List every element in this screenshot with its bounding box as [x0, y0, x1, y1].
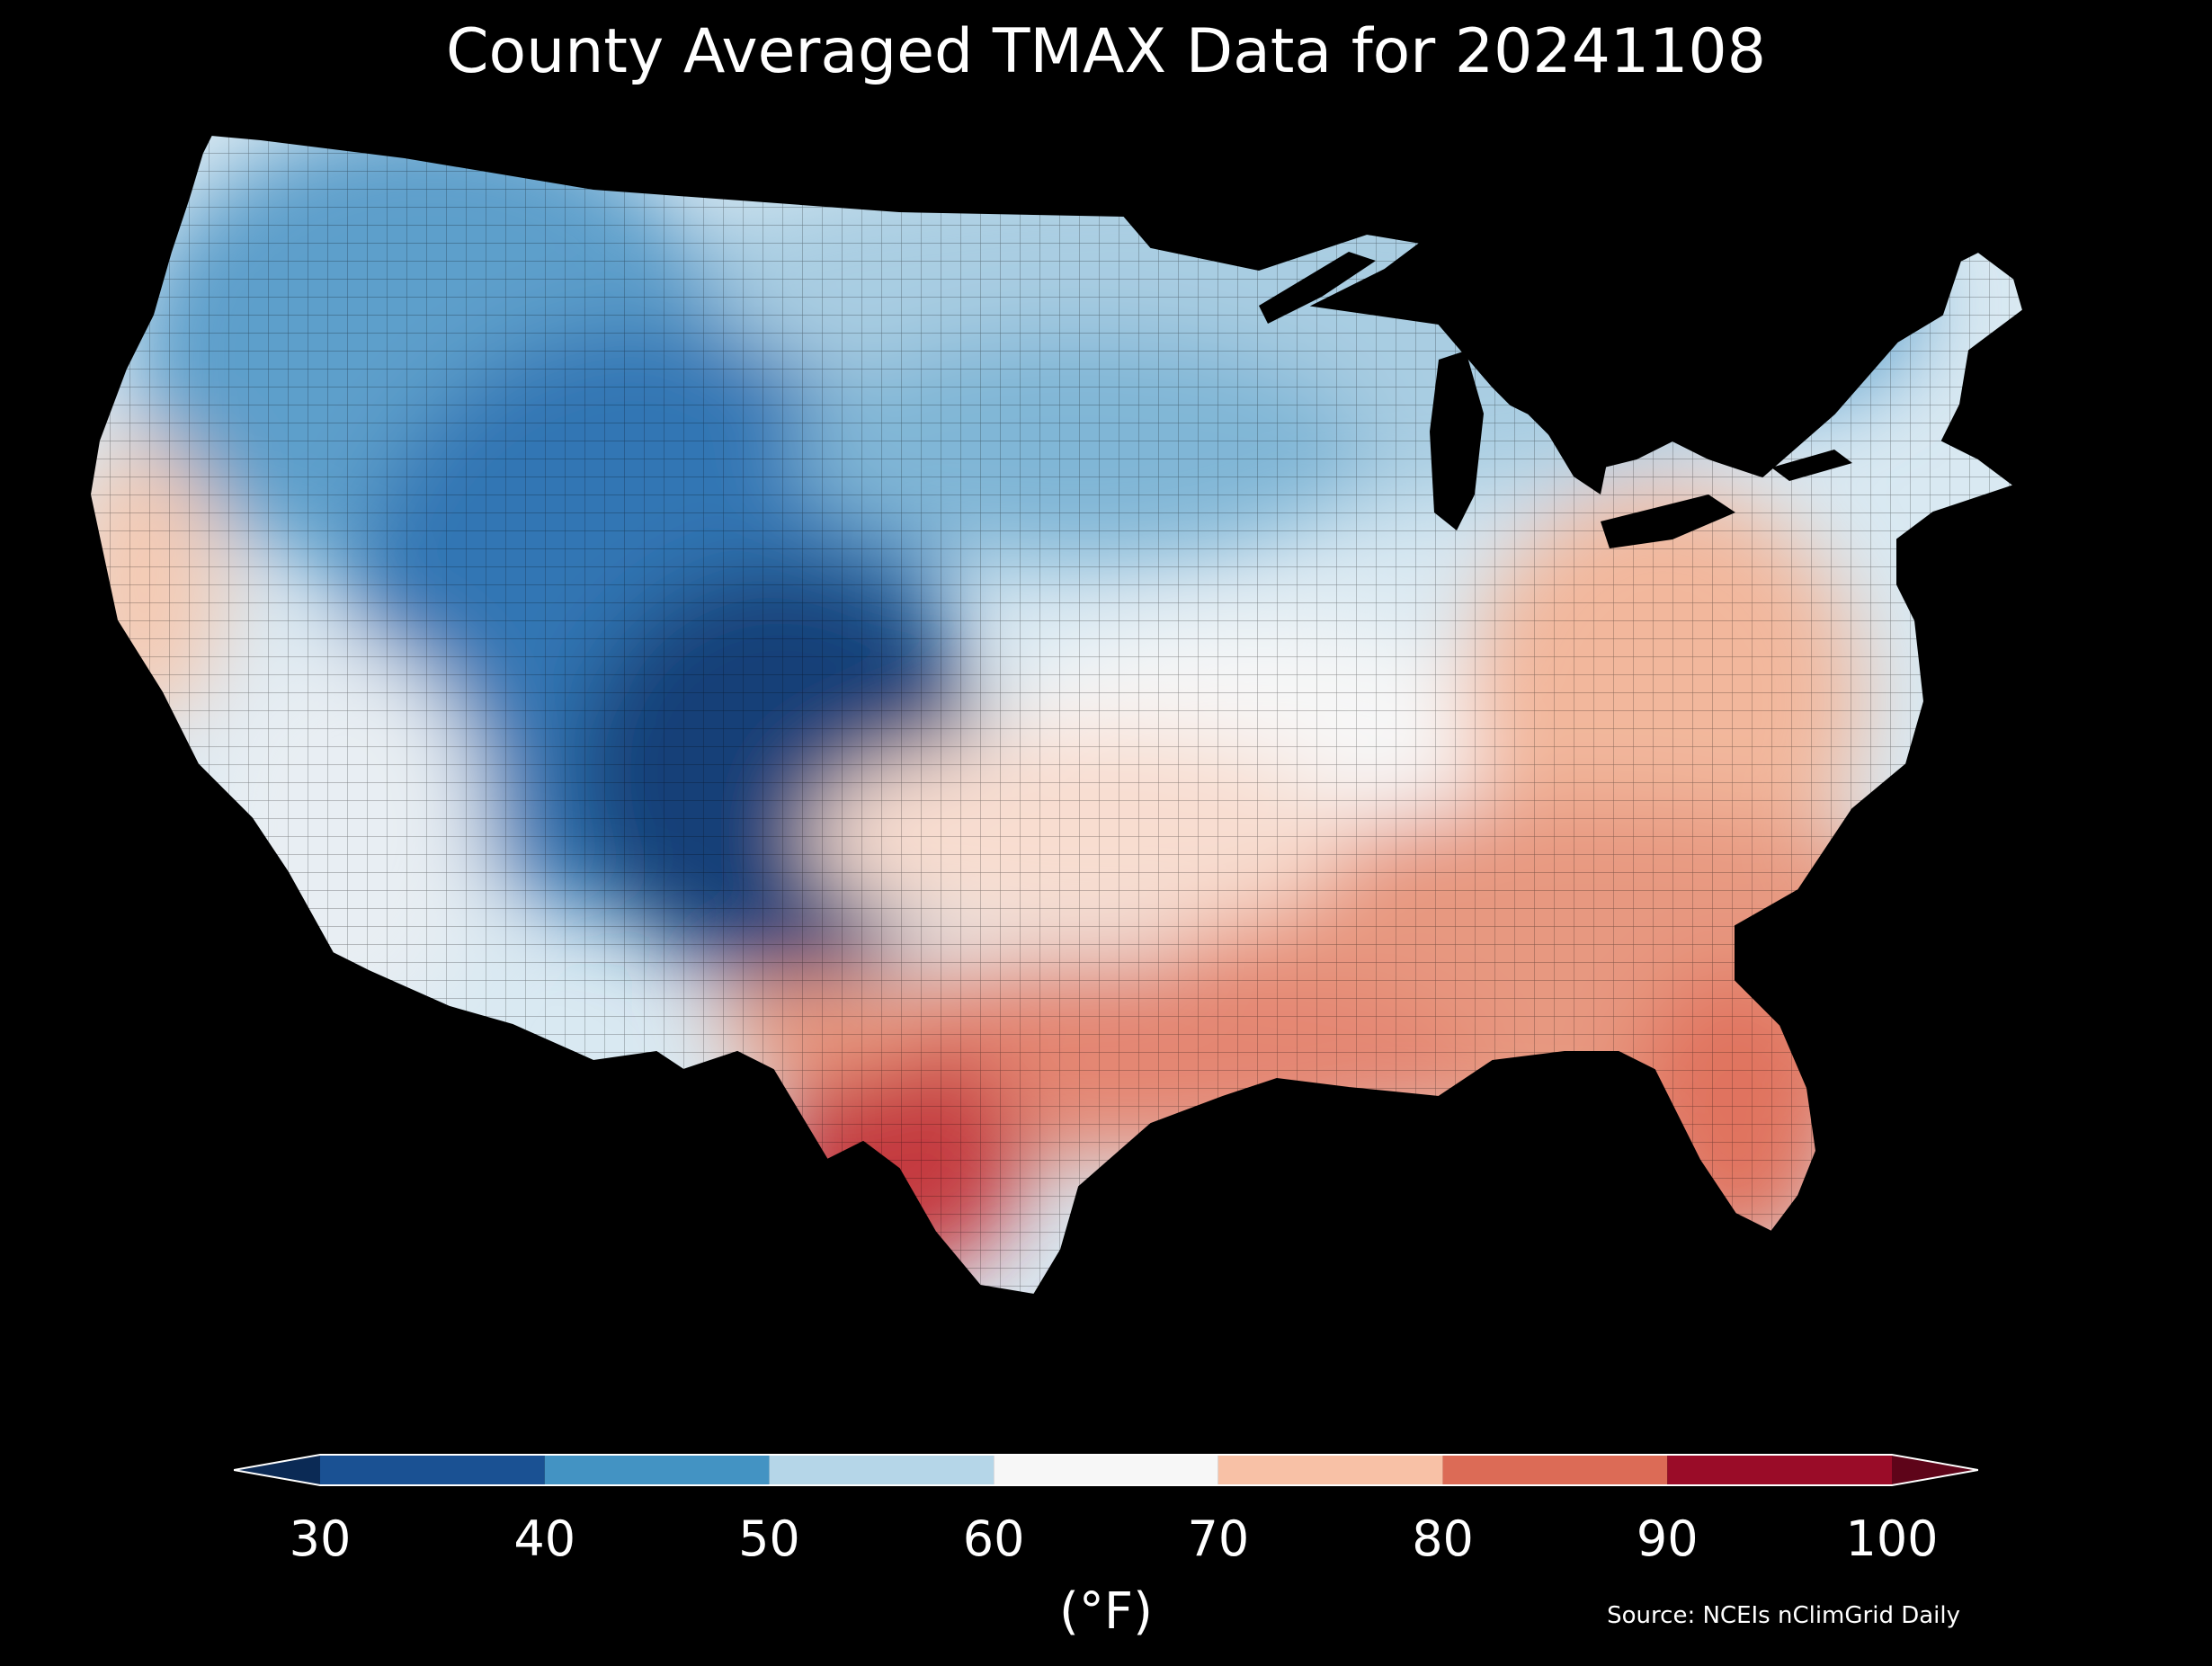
colorbar-tick-label: 90 — [1636, 1510, 1699, 1567]
colorbar-bin — [769, 1455, 995, 1485]
colorbar — [234, 1454, 1978, 1486]
colorbar-tick-label: 80 — [1412, 1510, 1474, 1567]
colorbar-over-extension — [1892, 1455, 1978, 1485]
colorbar-bin — [544, 1455, 770, 1485]
colorbar-tick-label: 40 — [513, 1510, 576, 1567]
colorbar-unit-label: (°F) — [1059, 1582, 1153, 1641]
colorbar-tick-label: 100 — [1845, 1510, 1939, 1567]
colorbar-bin — [994, 1455, 1218, 1485]
colorbar-bin — [1217, 1455, 1443, 1485]
colorbar-bin — [1442, 1455, 1668, 1485]
colorbar-bin — [1667, 1455, 1892, 1485]
colorbar-tick-label: 70 — [1187, 1510, 1250, 1567]
colorbar-tick-label: 30 — [289, 1510, 352, 1567]
source-attribution: Source: NCEIs nClimGrid Daily — [1607, 1602, 1960, 1629]
colorbar-tick-label: 60 — [962, 1510, 1025, 1567]
chart-title: County Averaged TMAX Data for 20241108 — [446, 16, 1766, 87]
choropleth-map — [89, 117, 2140, 1403]
colorbar-tick-label: 50 — [738, 1510, 800, 1567]
colorbar-under-extension — [234, 1455, 320, 1485]
colorbar-bin — [320, 1455, 545, 1485]
